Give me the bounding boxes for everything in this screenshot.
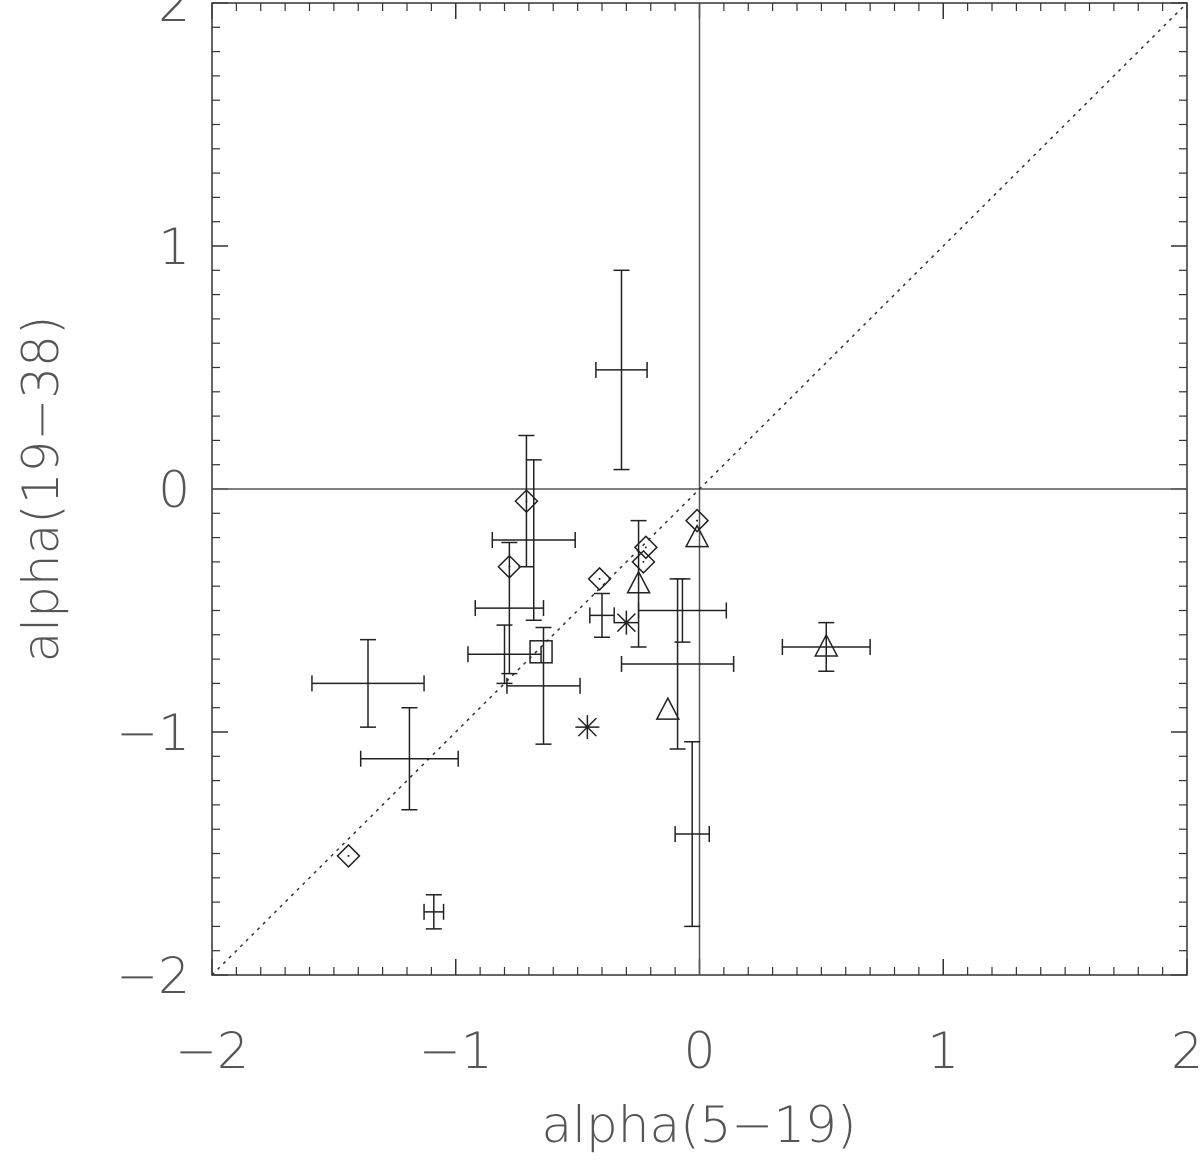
marker-dot xyxy=(598,577,601,580)
diamond-marker xyxy=(685,508,710,533)
diamond-marker xyxy=(514,489,539,514)
data-point xyxy=(631,549,656,574)
diamond-marker xyxy=(497,554,522,579)
data-point xyxy=(311,638,425,728)
diamond-marker xyxy=(587,566,612,591)
y-tick-label: 1 xyxy=(158,218,190,276)
data-point xyxy=(491,459,576,621)
data-point xyxy=(423,894,445,930)
x-tick-label: 1 xyxy=(927,1022,959,1080)
triangle-marker xyxy=(814,633,839,657)
x-tick-label: 0 xyxy=(684,1022,716,1080)
data-point xyxy=(674,740,710,928)
data-point xyxy=(685,508,710,533)
diamond-marker xyxy=(631,549,656,574)
y-tick-label: −1 xyxy=(116,704,190,762)
data-point xyxy=(781,621,871,672)
marker-dot xyxy=(347,854,350,857)
data-point xyxy=(626,519,651,648)
marker-dot xyxy=(644,546,647,549)
data-point xyxy=(506,626,581,745)
data-point xyxy=(587,566,612,591)
x-tick-label: −2 xyxy=(175,1022,249,1080)
data-point xyxy=(359,706,459,811)
marker-dot xyxy=(508,565,511,568)
x-tick-label: −1 xyxy=(419,1022,493,1080)
data-point xyxy=(336,843,361,868)
triangle-marker xyxy=(655,696,681,720)
asterisk-marker xyxy=(614,610,639,635)
data-point xyxy=(595,269,648,471)
data-point xyxy=(575,715,600,740)
y-tick-label: 2 xyxy=(158,0,190,33)
marker-dot xyxy=(696,519,699,522)
marker-dot xyxy=(525,500,528,503)
data-point xyxy=(474,541,545,675)
data-point xyxy=(684,523,710,548)
data-point xyxy=(620,578,735,750)
data-point xyxy=(467,624,542,685)
square-marker xyxy=(529,640,553,664)
data-point xyxy=(589,592,615,638)
data-point xyxy=(497,554,522,579)
asterisk-marker xyxy=(575,715,600,740)
data-point xyxy=(529,640,553,664)
diamond-marker xyxy=(336,843,361,868)
data-point xyxy=(637,578,728,643)
triangle-marker xyxy=(684,523,710,548)
y-tick-label: −2 xyxy=(116,947,190,1005)
data-point xyxy=(614,610,639,635)
y-tick-label: 0 xyxy=(158,461,190,519)
y-axis-title: alpha(19−38) xyxy=(12,316,70,663)
marker-dot xyxy=(642,560,645,563)
x-axis-title: alpha(5−19) xyxy=(542,1096,857,1154)
triangle-marker xyxy=(626,570,651,594)
x-tick-label: 2 xyxy=(1171,1022,1200,1080)
data-point xyxy=(655,696,681,720)
identity-line xyxy=(211,2,1188,976)
